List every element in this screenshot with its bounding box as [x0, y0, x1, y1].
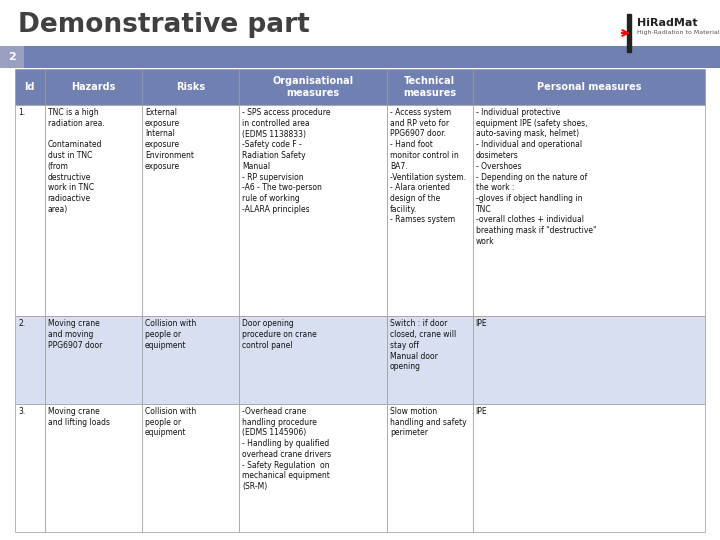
- Bar: [387, 316, 472, 404]
- Bar: [142, 105, 239, 316]
- Bar: [15, 69, 45, 105]
- Text: Slow motion
handling and safety
perimeter: Slow motion handling and safety perimete…: [390, 407, 467, 437]
- Bar: [45, 105, 142, 316]
- Text: High-Radiation to Materials: High-Radiation to Materials: [637, 30, 720, 35]
- Bar: [45, 404, 142, 532]
- Bar: [472, 69, 705, 105]
- Bar: [387, 404, 472, 532]
- Bar: [239, 105, 387, 316]
- Text: IPE: IPE: [476, 407, 487, 416]
- Bar: [0, 46, 24, 68]
- Bar: [239, 69, 387, 105]
- Bar: [45, 316, 142, 404]
- Bar: [239, 316, 387, 404]
- Text: Collision with
people or
equipment: Collision with people or equipment: [145, 407, 196, 437]
- Text: 3.: 3.: [18, 407, 25, 416]
- Text: Door opening
procedure on crane
control panel: Door opening procedure on crane control …: [242, 319, 317, 350]
- Text: Switch : if door
closed, crane will
stay off
Manual door
opening: Switch : if door closed, crane will stay…: [390, 319, 456, 372]
- Bar: [15, 404, 45, 532]
- Text: Technical
measures: Technical measures: [403, 76, 456, 98]
- Text: Hazards: Hazards: [71, 82, 115, 92]
- Text: - Individual protective
equipment IPE (safety shoes,
auto-saving mask, helmet)
-: - Individual protective equipment IPE (s…: [476, 108, 596, 246]
- Bar: [472, 105, 705, 316]
- Text: TNC is a high
radiation area.

Contaminated
dust in TNC
(from
destructive
work i: TNC is a high radiation area. Contaminat…: [48, 108, 104, 214]
- Text: Organisational
measures: Organisational measures: [272, 76, 354, 98]
- Text: - SPS access procedure
in controlled area
(EDMS 1138833)
-Safety code F -
Radiat: - SPS access procedure in controlled are…: [242, 108, 330, 214]
- Text: Moving crane
and moving
PPG6907 door: Moving crane and moving PPG6907 door: [48, 319, 102, 350]
- Bar: [142, 316, 239, 404]
- Text: Personal measures: Personal measures: [536, 82, 641, 92]
- Text: 2: 2: [8, 52, 16, 62]
- Text: IPE: IPE: [476, 319, 487, 328]
- Text: Id: Id: [24, 82, 35, 92]
- Bar: [142, 404, 239, 532]
- Text: 1.: 1.: [18, 108, 25, 117]
- Text: - Access system
and RP veto for
PPG6907 door.
- Hand foot
monitor control in
BA7: - Access system and RP veto for PPG6907 …: [390, 108, 466, 225]
- Text: Moving crane
and lifting loads: Moving crane and lifting loads: [48, 407, 109, 427]
- Bar: [627, 14, 631, 52]
- Text: 2.: 2.: [18, 319, 25, 328]
- Bar: [15, 105, 45, 316]
- Bar: [472, 404, 705, 532]
- Text: External
exposure
Internal
exposure
Environment
exposure: External exposure Internal exposure Envi…: [145, 108, 194, 171]
- Bar: [239, 404, 387, 532]
- Text: -Overhead crane
handling procedure
(EDMS 1145906)
- Handling by qualified
overhe: -Overhead crane handling procedure (EDMS…: [242, 407, 331, 491]
- Text: Collision with
people or
equipment: Collision with people or equipment: [145, 319, 196, 350]
- Text: HiRadMat: HiRadMat: [637, 18, 698, 28]
- Bar: [142, 69, 239, 105]
- Bar: [387, 69, 472, 105]
- Bar: [0, 46, 720, 68]
- Bar: [45, 69, 142, 105]
- Text: Demonstrative part: Demonstrative part: [18, 12, 310, 38]
- Text: Risks: Risks: [176, 82, 205, 92]
- Bar: [15, 316, 45, 404]
- Bar: [472, 316, 705, 404]
- Bar: [387, 105, 472, 316]
